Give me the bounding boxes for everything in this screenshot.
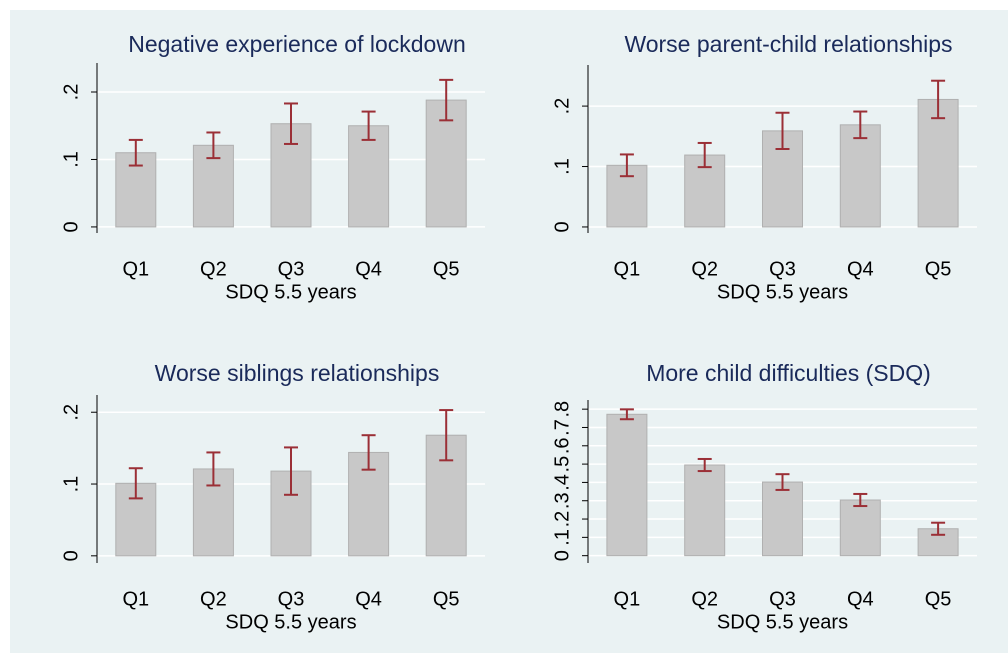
error-bar: [128, 138, 143, 167]
bar: [839, 124, 881, 228]
y-tick-label: 0: [60, 550, 82, 561]
x-axis-label: SDQ 5.5 years: [225, 611, 356, 633]
x-tick-label: Q3: [278, 588, 305, 610]
error-bar: [697, 141, 712, 169]
x-tick-label: Q1: [122, 258, 149, 280]
x-tick-label: Q1: [614, 258, 641, 280]
x-tick-label: Q5: [433, 258, 460, 280]
x-tick-label: Q1: [122, 588, 149, 610]
error-bar: [853, 492, 868, 508]
y-tick-label: 0: [551, 221, 573, 232]
error-bar: [439, 78, 454, 122]
bar: [762, 481, 803, 557]
error-bar: [619, 153, 634, 178]
y-tick-label: 0: [551, 550, 573, 561]
x-tick-label: Q2: [691, 258, 718, 280]
bar: [684, 464, 726, 557]
x-tick-label: Q5: [433, 588, 460, 610]
error-bar: [931, 521, 946, 536]
y-tick-label: .1: [551, 158, 573, 175]
x-tick-label: Q3: [278, 258, 305, 280]
bar: [115, 152, 157, 228]
error-bar: [206, 451, 221, 487]
error-bar: [439, 409, 454, 462]
x-tick-label: Q4: [355, 258, 382, 280]
x-tick-label: Q2: [200, 588, 227, 610]
x-tick-label: Q4: [847, 258, 874, 280]
bar: [839, 499, 881, 557]
error-bar: [931, 79, 946, 120]
error-bar: [361, 110, 376, 141]
y-tick-label: .6: [551, 437, 573, 454]
x-tick-label: Q1: [614, 588, 641, 610]
chart-title: Negative experience of lockdown: [128, 31, 466, 57]
x-axis-label: SDQ 5.5 years: [225, 281, 356, 303]
y-tick-label: 0: [60, 221, 82, 232]
error-bar: [619, 408, 634, 421]
y-tick-label: .1: [60, 151, 82, 168]
error-bar: [284, 446, 298, 496]
bar: [917, 98, 959, 228]
x-tick-label: Q4: [355, 588, 382, 610]
chart-title: Worse siblings relationships: [155, 360, 440, 386]
x-tick-label: Q4: [847, 588, 874, 610]
y-tick-label: .2: [60, 84, 82, 101]
x-tick-label: Q5: [925, 258, 952, 280]
error-bar: [206, 131, 221, 160]
y-tick-label: .5: [551, 456, 573, 473]
error-bar: [361, 434, 376, 471]
error-bar: [128, 467, 143, 500]
x-tick-label: Q3: [769, 258, 796, 280]
chart-title: More child difficulties (SDQ): [646, 360, 931, 386]
x-axis-label: SDQ 5.5 years: [717, 281, 848, 303]
y-tick-label: .3: [551, 492, 573, 509]
y-tick-label: .1: [551, 529, 573, 546]
error-bar: [775, 111, 790, 150]
y-tick-label: .2: [60, 404, 82, 421]
y-tick-label: .8: [551, 401, 573, 418]
chart-title: Worse parent-child relationships: [624, 31, 952, 57]
y-tick-label: .2: [551, 511, 573, 528]
x-tick-label: Q2: [691, 588, 718, 610]
error-bar: [284, 102, 298, 145]
y-tick-label: .4: [551, 474, 573, 491]
error-bar: [775, 473, 790, 491]
bar: [606, 413, 648, 557]
x-tick-label: Q2: [200, 258, 227, 280]
error-bar: [697, 457, 712, 473]
y-tick-label: .1: [60, 476, 82, 493]
bar: [348, 125, 390, 228]
x-axis-label: SDQ 5.5 years: [717, 611, 848, 633]
y-tick-label: .2: [551, 98, 573, 115]
error-bar: [853, 110, 868, 140]
y-tick-label: .7: [551, 419, 573, 436]
x-tick-label: Q5: [925, 588, 952, 610]
x-tick-label: Q3: [769, 588, 796, 610]
